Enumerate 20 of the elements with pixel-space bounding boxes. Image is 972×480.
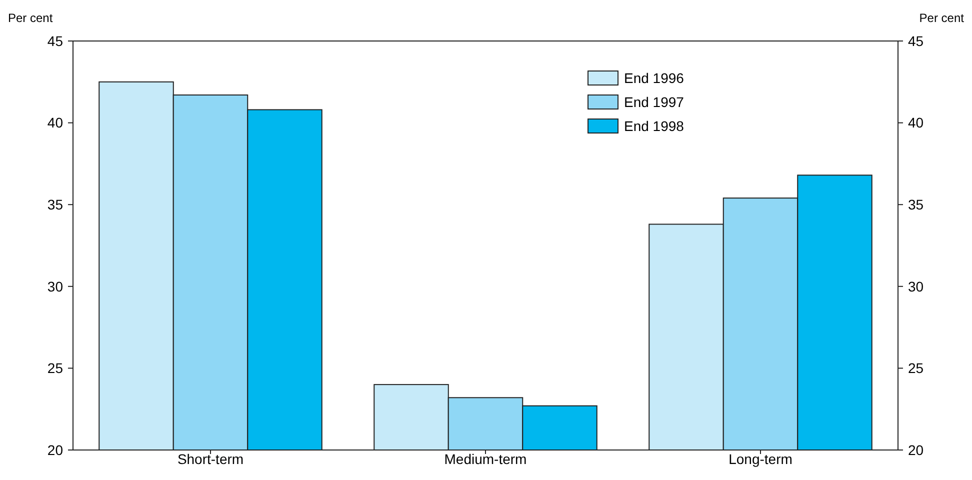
y-tick-label: 35 <box>47 196 64 212</box>
y2-tick-label: 35 <box>908 196 924 212</box>
y2-tick-label: 20 <box>908 442 924 458</box>
y2-axis-title: Per cent <box>919 11 965 25</box>
y-tick-label: 20 <box>47 442 64 458</box>
legend-label: End 1998 <box>624 118 684 134</box>
y-axis-title: Per cent <box>8 11 54 25</box>
y2-tick-label: 40 <box>908 114 924 131</box>
y-tick-label: 30 <box>47 278 64 294</box>
y2-tick-label: 25 <box>908 360 924 376</box>
x-tick-label: Short-term <box>177 451 244 467</box>
legend-label: End 1996 <box>624 70 684 86</box>
legend-label: End 1997 <box>624 94 684 110</box>
y-tick-label: 25 <box>47 360 64 376</box>
y-tick-label: 45 <box>47 32 64 49</box>
x-tick-label: Medium-term <box>444 451 527 467</box>
x-tick-label: Long-term <box>728 451 792 467</box>
y2-tick-label: 45 <box>908 32 924 49</box>
y2-tick-label: 30 <box>908 278 924 294</box>
y-tick-label: 40 <box>47 114 64 131</box>
